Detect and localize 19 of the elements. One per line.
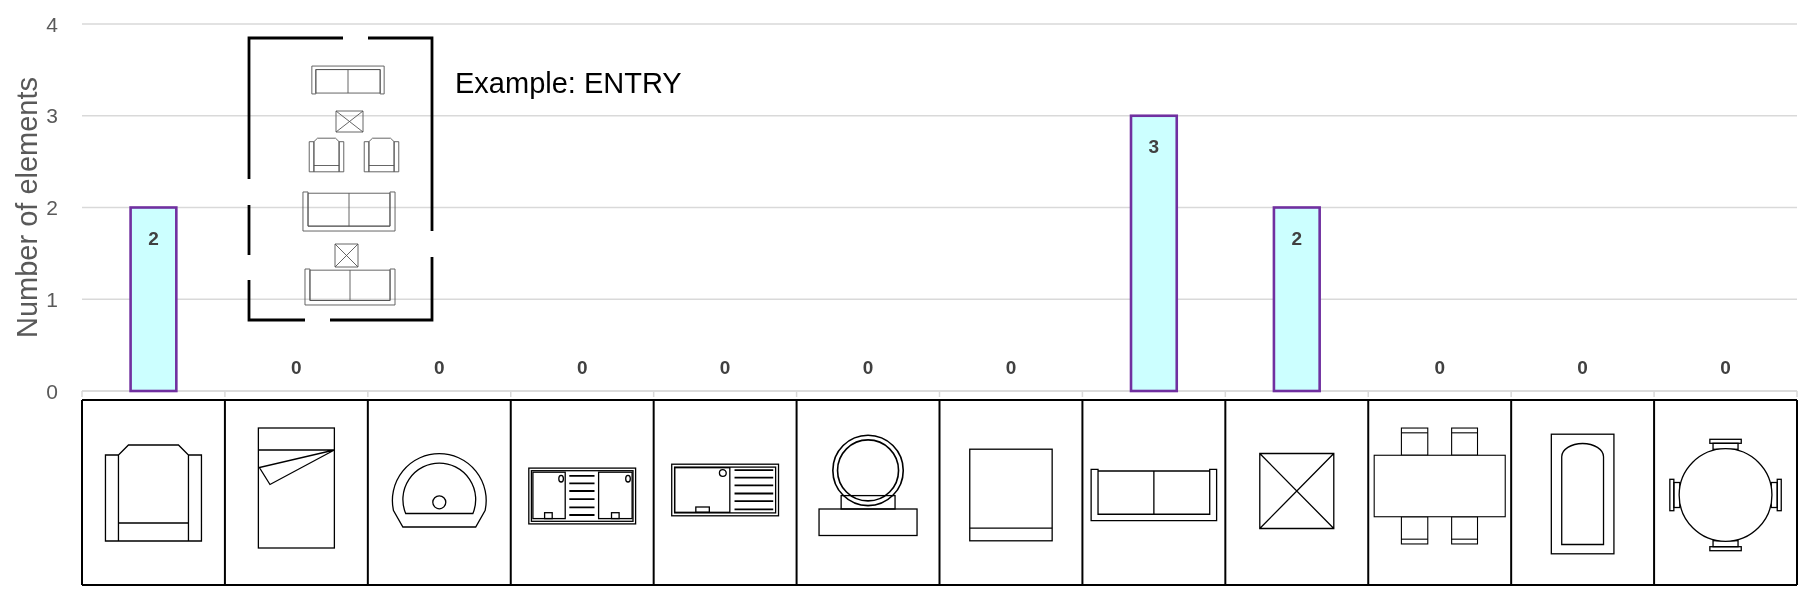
annotation: Example: ENTRY — [455, 67, 682, 99]
data-label: 2 — [148, 228, 159, 249]
y-tick-label: 1 — [46, 287, 58, 311]
y-tick-label: 3 — [46, 104, 58, 128]
data-label: 0 — [1720, 356, 1731, 378]
data-label: 0 — [1577, 356, 1588, 378]
data-label: 2 — [1291, 228, 1303, 249]
data-label: 0 — [719, 356, 731, 378]
data-label: 0 — [862, 356, 874, 378]
y-tick-label: 4 — [46, 12, 59, 36]
y-axis-title: Number of elements — [11, 76, 43, 339]
y-tick-label: 2 — [46, 196, 58, 219]
data-label: 3 — [1148, 136, 1160, 158]
y-tick-label: 0 — [46, 379, 58, 403]
data-label: 0 — [1434, 356, 1445, 378]
data-label: 0 — [1005, 356, 1017, 378]
data-label: 0 — [291, 356, 302, 378]
data-label: 0 — [576, 356, 588, 378]
data-label: 0 — [434, 356, 445, 378]
